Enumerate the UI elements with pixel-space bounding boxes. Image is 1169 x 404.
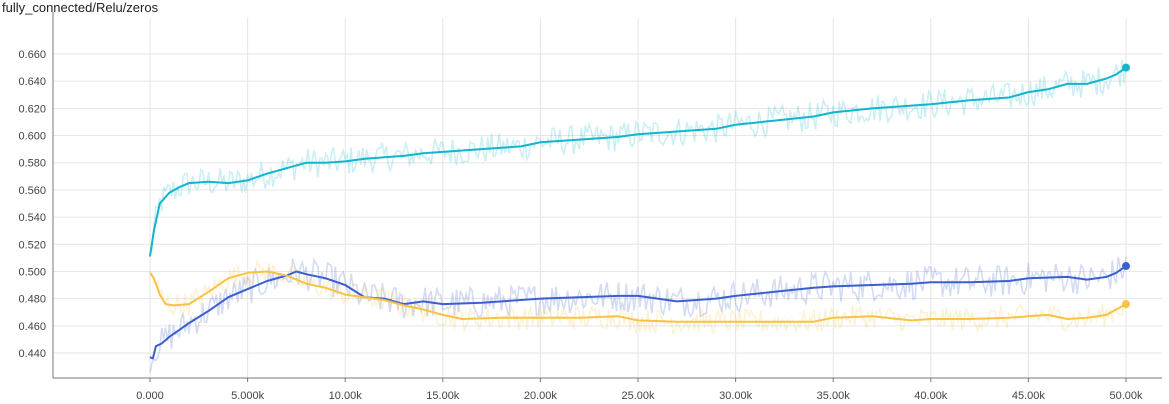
raw-series-layer <box>149 60 1127 373</box>
series-endpoint <box>1122 63 1130 72</box>
y-tick-label: 0.640 <box>18 76 46 88</box>
x-tick-label: 15.00k <box>426 390 460 402</box>
series-endpoint <box>1122 300 1130 309</box>
x-tick-label: 40.00k <box>914 390 948 402</box>
raw-series-line <box>149 257 1127 337</box>
x-tick-label: 25.00k <box>621 390 655 402</box>
raw-series-line <box>149 256 1127 373</box>
y-tick-label: 0.480 <box>18 294 46 306</box>
y-tick-label: 0.600 <box>18 131 46 143</box>
x-tick-label: 10.00k <box>329 390 363 402</box>
tick-labels: 0.440 0.460 0.480 0.500 0.520 0.540 0.560 0.580… <box>18 49 1143 402</box>
x-tick-label: 50.00k <box>1109 390 1143 402</box>
y-tick-label: 0.540 <box>18 212 46 224</box>
x-tick-label: 0.000 <box>136 390 164 402</box>
y-tick-label: 0.500 <box>18 266 46 278</box>
series-line <box>149 270 1127 323</box>
x-tick-label: 45.00k <box>1012 390 1046 402</box>
series-line <box>149 265 1127 360</box>
y-tick-label: 0.580 <box>18 158 46 170</box>
x-tick-label: 30.00k <box>719 390 753 402</box>
y-tick-label: 0.620 <box>18 103 46 115</box>
x-tick-label: 5.000k <box>231 390 265 402</box>
chart-title: fully_connected/Relu/zeros <box>2 0 159 15</box>
series-endpoint <box>1122 262 1130 271</box>
x-tick-label: 35.00k <box>817 390 851 402</box>
grid <box>53 18 1162 378</box>
y-tick-label: 0.560 <box>18 185 46 197</box>
y-tick-label: 0.460 <box>18 321 46 333</box>
y-tick-label: 0.520 <box>18 239 46 251</box>
x-tick-label: 20.00k <box>524 390 558 402</box>
series-layer <box>149 63 1130 360</box>
axes <box>52 12 1162 382</box>
y-tick-label: 0.660 <box>18 49 46 61</box>
y-tick-label: 0.440 <box>18 348 46 360</box>
raw-series-line <box>149 60 1127 253</box>
series-line <box>149 66 1127 257</box>
